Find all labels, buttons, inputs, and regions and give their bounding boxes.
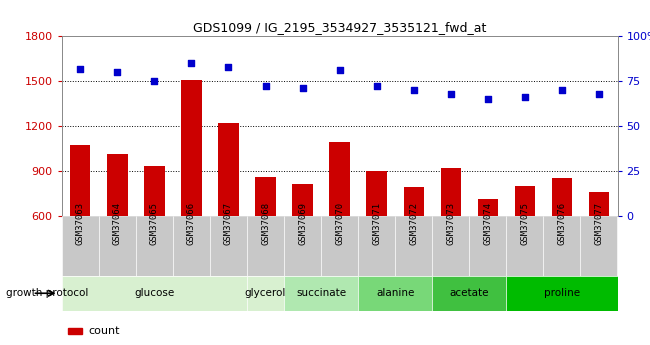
Bar bbox=[173, 216, 210, 276]
Bar bbox=[68, 328, 82, 334]
Bar bbox=[181, 80, 202, 305]
Bar bbox=[210, 216, 247, 276]
Bar bbox=[247, 276, 284, 310]
Bar bbox=[580, 216, 618, 276]
Bar bbox=[321, 216, 358, 276]
Point bbox=[446, 91, 456, 96]
Bar bbox=[469, 216, 506, 276]
Point bbox=[371, 84, 382, 89]
Bar bbox=[292, 184, 313, 305]
Bar bbox=[432, 276, 506, 310]
Bar bbox=[506, 276, 618, 310]
Point bbox=[187, 60, 197, 66]
Bar bbox=[284, 216, 321, 276]
Text: GSM37066: GSM37066 bbox=[187, 201, 196, 245]
Bar bbox=[441, 168, 461, 305]
Bar bbox=[358, 216, 395, 276]
Text: GSM37065: GSM37065 bbox=[150, 201, 159, 245]
Text: GSM37073: GSM37073 bbox=[447, 201, 455, 245]
Bar bbox=[330, 142, 350, 305]
Point bbox=[409, 87, 419, 93]
Bar bbox=[506, 216, 543, 276]
Bar bbox=[70, 145, 90, 305]
Text: GSM37070: GSM37070 bbox=[335, 201, 344, 245]
Point bbox=[334, 68, 345, 73]
Text: GSM37072: GSM37072 bbox=[410, 201, 418, 245]
Point bbox=[75, 66, 86, 71]
Text: GSM37063: GSM37063 bbox=[76, 201, 85, 245]
Bar bbox=[136, 216, 173, 276]
Bar bbox=[367, 171, 387, 305]
Bar bbox=[247, 216, 284, 276]
Text: growth protocol: growth protocol bbox=[6, 288, 89, 298]
Text: count: count bbox=[88, 326, 120, 335]
Bar bbox=[99, 216, 136, 276]
Bar bbox=[589, 192, 609, 305]
Bar bbox=[144, 166, 164, 305]
Bar bbox=[543, 216, 580, 276]
Point bbox=[482, 96, 493, 102]
Point bbox=[260, 84, 270, 89]
Text: proline: proline bbox=[544, 288, 580, 298]
Bar bbox=[62, 276, 247, 310]
Bar bbox=[107, 154, 127, 305]
Bar bbox=[218, 123, 239, 305]
Point bbox=[593, 91, 604, 96]
Text: alanine: alanine bbox=[376, 288, 415, 298]
Bar bbox=[515, 186, 535, 305]
Point bbox=[556, 87, 567, 93]
Text: GSM37071: GSM37071 bbox=[372, 201, 381, 245]
Text: GSM37068: GSM37068 bbox=[261, 201, 270, 245]
Bar bbox=[395, 216, 432, 276]
Text: GSM37074: GSM37074 bbox=[484, 201, 492, 245]
Text: GSM37077: GSM37077 bbox=[595, 201, 603, 245]
Text: succinate: succinate bbox=[296, 288, 346, 298]
Bar bbox=[478, 199, 498, 305]
Text: GSM37069: GSM37069 bbox=[298, 201, 307, 245]
Text: glycerol: glycerol bbox=[245, 288, 286, 298]
Text: glucose: glucose bbox=[135, 288, 174, 298]
Point bbox=[112, 69, 122, 75]
Bar bbox=[255, 177, 276, 305]
Text: GSM37067: GSM37067 bbox=[224, 201, 233, 245]
Bar bbox=[404, 187, 424, 305]
Point bbox=[149, 78, 160, 84]
Bar bbox=[432, 216, 469, 276]
Text: GSM37076: GSM37076 bbox=[558, 201, 566, 245]
Bar bbox=[358, 276, 432, 310]
Bar bbox=[62, 216, 99, 276]
Title: GDS1099 / IG_2195_3534927_3535121_fwd_at: GDS1099 / IG_2195_3534927_3535121_fwd_at bbox=[193, 21, 486, 34]
Text: acetate: acetate bbox=[450, 288, 489, 298]
Text: GSM37064: GSM37064 bbox=[113, 201, 122, 245]
Text: GSM37075: GSM37075 bbox=[521, 201, 529, 245]
Point bbox=[297, 86, 308, 91]
Bar bbox=[284, 276, 358, 310]
Point bbox=[224, 64, 234, 69]
Point bbox=[520, 95, 530, 100]
Bar bbox=[552, 178, 572, 305]
